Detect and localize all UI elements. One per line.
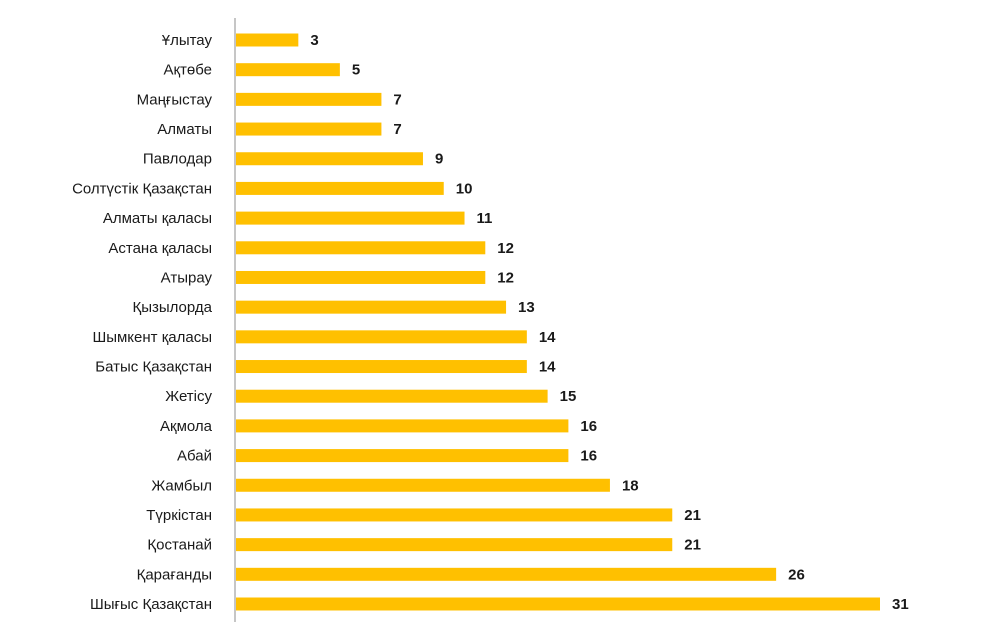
data-label: 13 [518, 299, 535, 316]
bar [236, 300, 507, 314]
bar [236, 538, 673, 552]
data-label: 10 [456, 180, 473, 197]
data-label: 12 [497, 269, 514, 286]
bar [236, 330, 527, 344]
category-label: Астана қаласы [108, 240, 212, 257]
data-label: 31 [892, 596, 909, 613]
bars-group [236, 33, 880, 611]
category-label: Шығыс Қазақстан [90, 596, 212, 613]
data-label: 11 [477, 210, 493, 227]
data-label: 18 [622, 477, 639, 494]
data-label: 14 [539, 359, 556, 376]
category-label: Абай [177, 448, 212, 465]
bar [236, 567, 777, 581]
data-label: 21 [684, 537, 701, 554]
category-label: Павлодар [143, 151, 212, 168]
bar [236, 508, 673, 522]
data-label: 3 [310, 32, 318, 49]
bar [236, 270, 486, 284]
bar [236, 241, 486, 255]
category-labels-group: Ұлытау Ақтөбе Маңғыстау Алматы Павлодар Солтү… [72, 32, 213, 613]
bar [236, 360, 527, 374]
data-label: 15 [560, 388, 577, 405]
bar [236, 449, 569, 463]
data-label: 9 [435, 151, 443, 168]
category-label: Түркістан [146, 507, 212, 524]
category-label: Алматы қаласы [103, 210, 212, 227]
bar [236, 33, 299, 47]
category-label: Шымкент қаласы [92, 329, 212, 346]
category-label: Қызылорда [132, 299, 212, 316]
bar [236, 389, 548, 403]
category-label: Қостанай [147, 537, 212, 554]
bar [236, 597, 880, 611]
category-label: Ұлытау [162, 32, 213, 49]
category-label: Маңғыстау [137, 91, 213, 108]
data-label: 14 [539, 329, 556, 346]
category-label: Жетісу [165, 388, 212, 405]
data-label: 16 [580, 448, 597, 465]
bar [236, 122, 382, 136]
category-label: Ақтөбе [163, 62, 212, 79]
category-label: Батыс Қазақстан [95, 359, 212, 376]
category-label: Жамбыл [151, 477, 212, 494]
data-label: 5 [352, 62, 360, 79]
data-label: 12 [497, 240, 514, 257]
category-label: Алматы [157, 121, 212, 138]
bar [236, 419, 569, 433]
bar [236, 152, 423, 166]
data-label: 26 [788, 566, 805, 583]
bar [236, 181, 444, 195]
data-label: 7 [393, 91, 401, 108]
data-label: 16 [580, 418, 597, 435]
bar [236, 63, 340, 77]
category-label: Солтүстік Қазақстан [72, 180, 212, 197]
data-label: 21 [684, 507, 701, 524]
bar [236, 211, 465, 225]
bar [236, 92, 382, 106]
category-label: Қарағанды [137, 566, 212, 583]
category-label: Атырау [161, 269, 213, 286]
category-label: Ақмола [160, 418, 213, 435]
bar [236, 478, 610, 492]
data-label: 7 [393, 121, 401, 138]
